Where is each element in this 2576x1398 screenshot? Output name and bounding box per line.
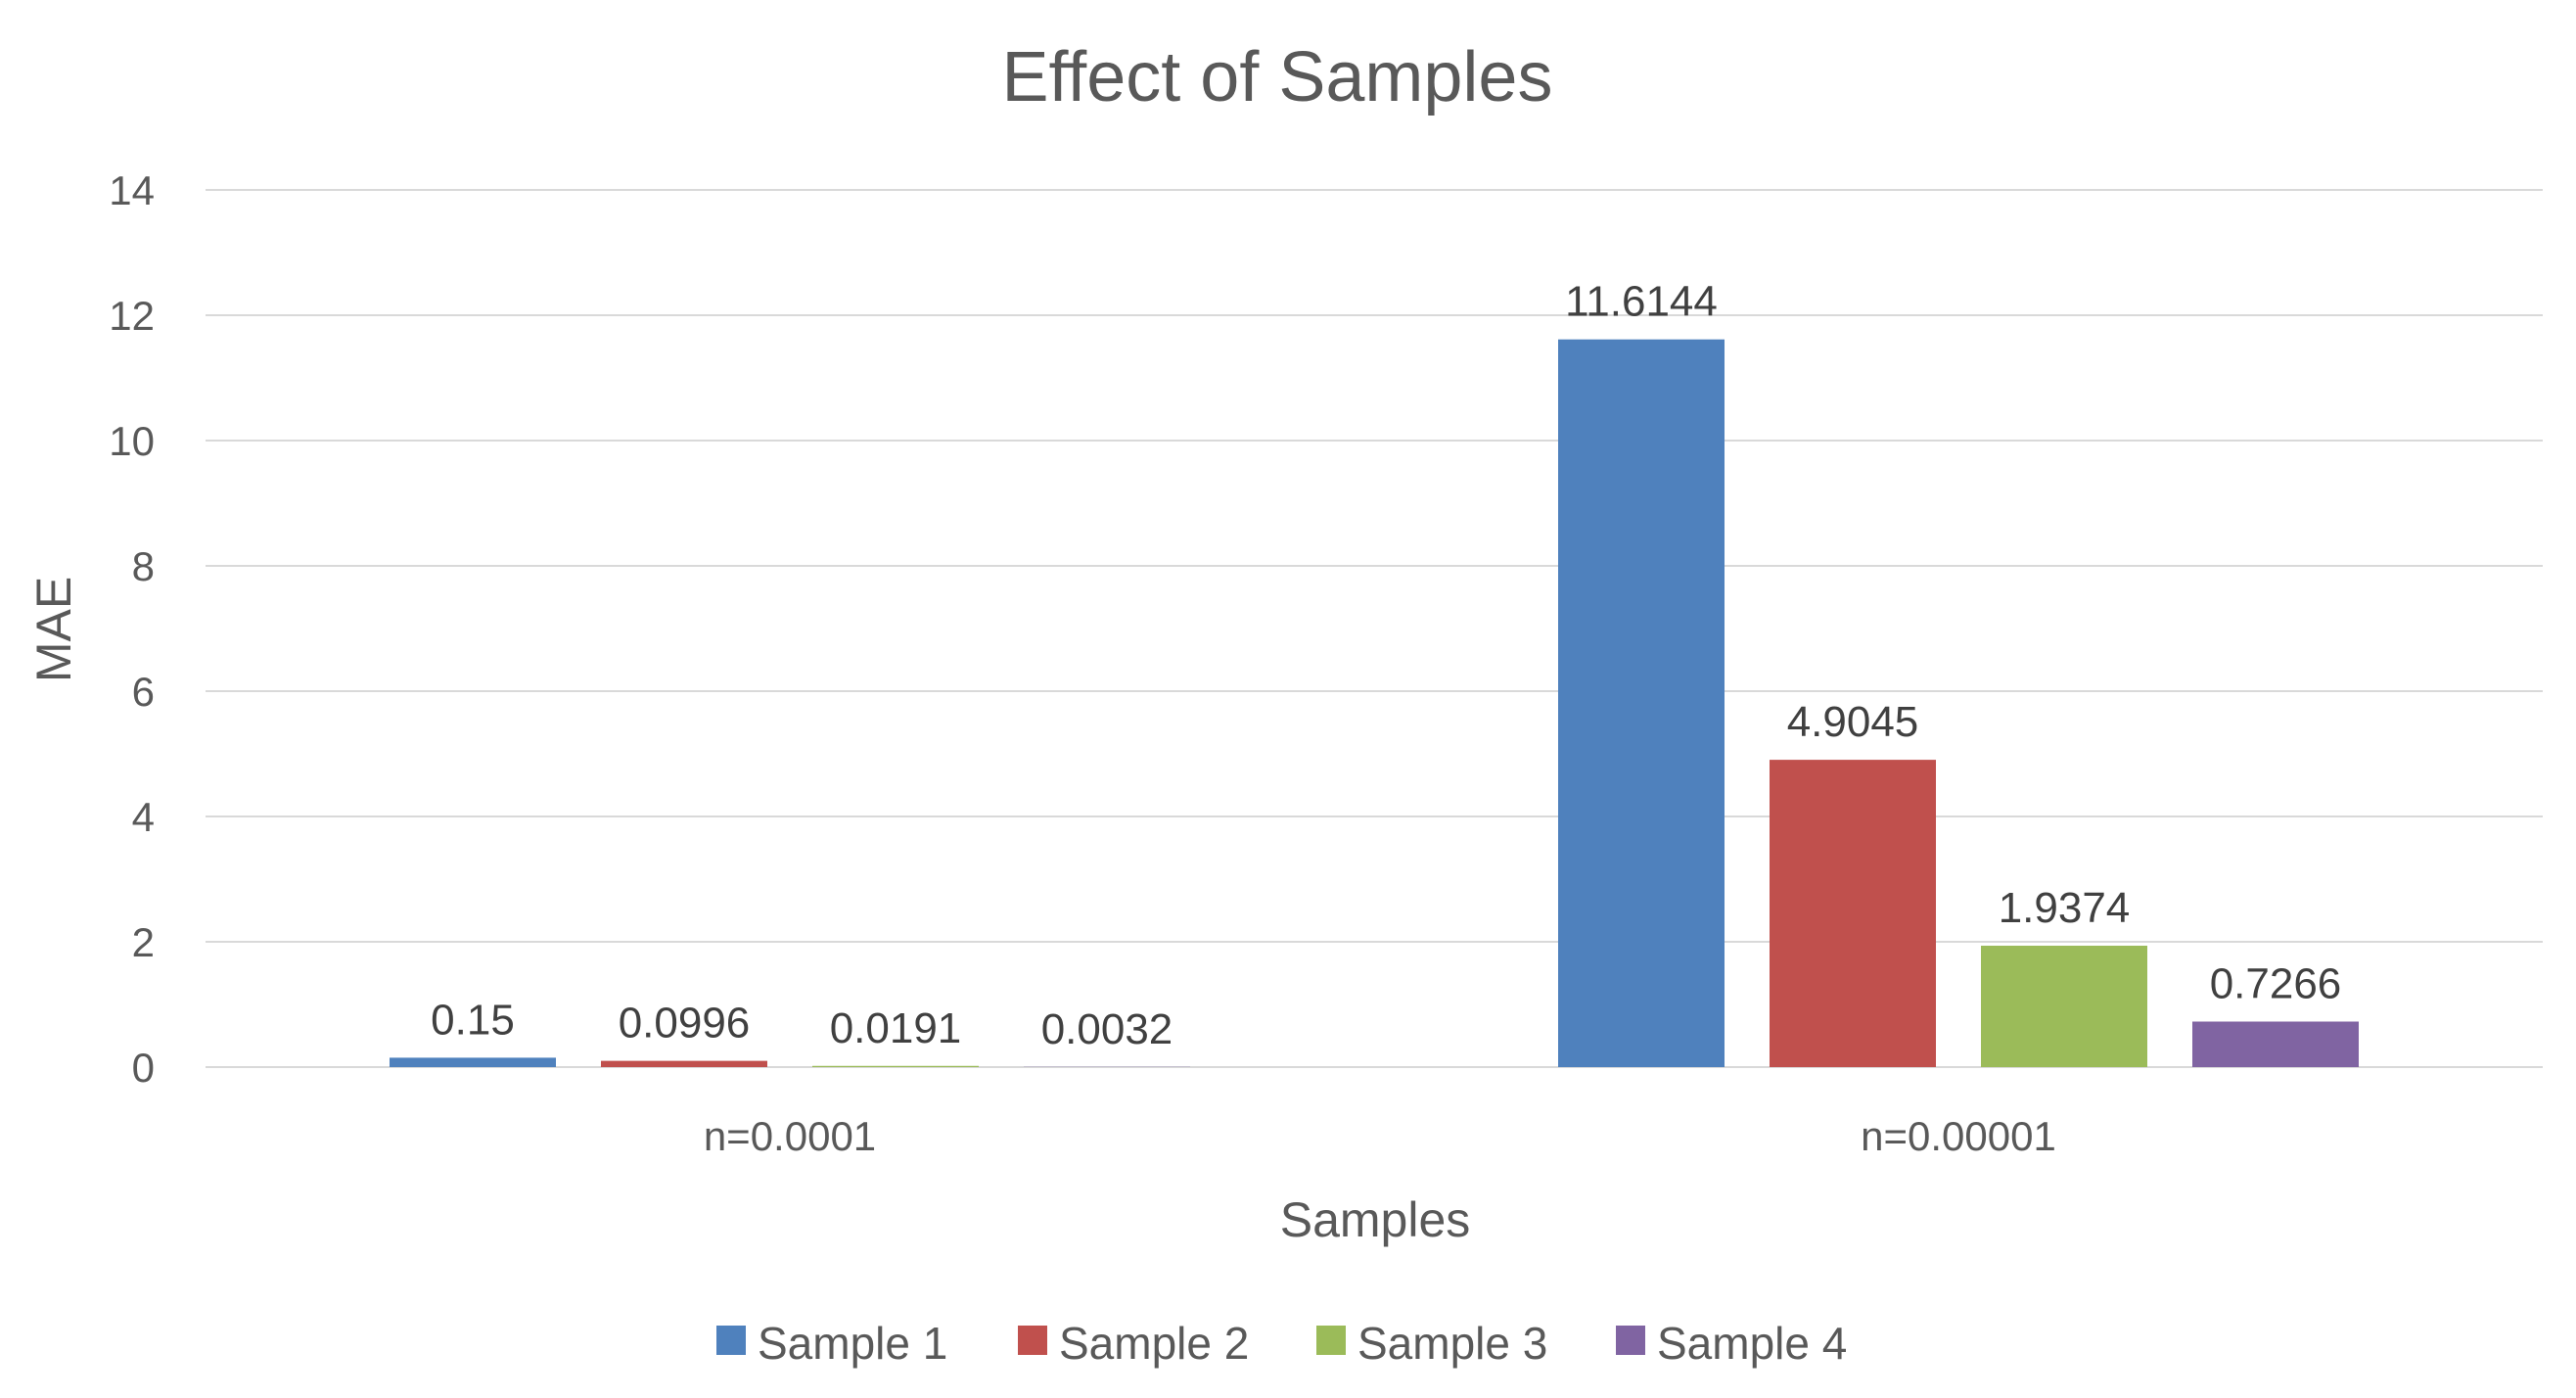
bar-sample-1-n=0.00001 — [1558, 339, 1725, 1067]
data-label-sample-2-n=0.00001: 4.9045 — [1787, 698, 1919, 746]
legend-swatch-sample-4 — [1616, 1326, 1645, 1355]
data-label-sample-2-n=0.0001: 0.0996 — [619, 1000, 751, 1048]
bar-sample-3-n=0.00001 — [1981, 946, 2147, 1067]
legend-swatch-sample-2 — [1018, 1326, 1047, 1355]
y-tick-label-6: 6 — [132, 669, 155, 715]
data-labels: 0.15 0.0996 0.0191 0.0032 11.6144 4.9045 1.937… — [431, 278, 2341, 1053]
legend-swatch-sample-1 — [716, 1326, 746, 1355]
bar-sample-2-n=0.0001 — [601, 1060, 767, 1067]
bar-sample-4-n=0.00001 — [2192, 1021, 2359, 1067]
data-label-sample-4-n=0.0001: 0.0032 — [1041, 1005, 1173, 1053]
data-label-sample-3-n=0.00001: 1.9374 — [1999, 884, 2131, 932]
bar-series — [390, 339, 2359, 1067]
gridlines — [206, 189, 2543, 1068]
data-label-sample-1-n=0.0001: 0.15 — [431, 996, 515, 1044]
legend-label-sample-3: Sample 3 — [1357, 1318, 1547, 1369]
y-tick-label-0: 0 — [132, 1045, 155, 1091]
data-label-sample-1-n=0.00001: 11.6144 — [1565, 278, 1718, 326]
legend: Sample 1 Sample 2 Sample 3 Sample 4 — [716, 1318, 1847, 1369]
y-tick-label-14: 14 — [109, 167, 155, 213]
y-tick-label-4: 4 — [132, 794, 155, 840]
legend-label-sample-4: Sample 4 — [1657, 1318, 1847, 1369]
chart-title: Effect of Samples — [1002, 38, 1553, 116]
y-axis-tick-labels: 0 2 4 6 8 10 12 14 — [109, 167, 155, 1091]
x-tick-label-1: n=0.0001 — [704, 1113, 876, 1159]
y-tick-label-2: 2 — [132, 919, 155, 965]
x-tick-label-2: n=0.00001 — [1861, 1113, 2056, 1159]
data-label-sample-3-n=0.0001: 0.0191 — [830, 1004, 962, 1052]
y-tick-label-8: 8 — [132, 543, 155, 589]
x-axis-title: Samples — [1280, 1192, 1471, 1247]
legend-swatch-sample-3 — [1316, 1326, 1346, 1355]
y-tick-label-12: 12 — [109, 293, 155, 339]
bar-sample-2-n=0.00001 — [1770, 760, 1936, 1067]
bar-sample-3-n=0.0001 — [812, 1065, 979, 1067]
y-tick-label-10: 10 — [109, 418, 155, 464]
legend-label-sample-2: Sample 2 — [1059, 1318, 1249, 1369]
y-axis-title: MAE — [26, 577, 81, 682]
x-axis-tick-labels: n=0.0001 n=0.00001 — [704, 1113, 2056, 1159]
bar-sample-1-n=0.0001 — [390, 1057, 556, 1067]
data-label-sample-4-n=0.00001: 0.7266 — [2210, 959, 2342, 1007]
legend-label-sample-1: Sample 1 — [758, 1318, 947, 1369]
